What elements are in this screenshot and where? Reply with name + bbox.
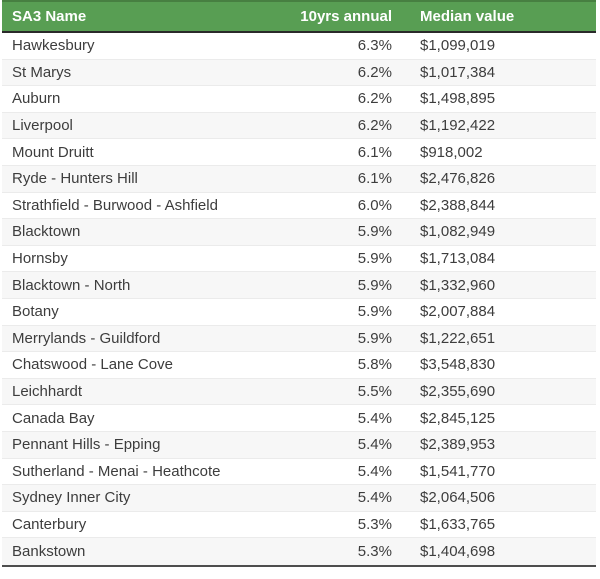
annual-growth-cell: 5.4% xyxy=(357,436,392,454)
table-row: Bankstown 5.3% $1,404,698 xyxy=(2,538,596,565)
table-row: Canterbury 5.3% $1,633,765 xyxy=(2,511,596,539)
median-value-cell: $1,498,895 xyxy=(420,90,496,108)
annual-growth-cell: 5.3% xyxy=(357,543,392,561)
annual-growth-cell: 6.1% xyxy=(357,143,392,161)
sa3-name-cell: Blacktown - North xyxy=(12,276,131,294)
table-row: Canada Bay 5.4% $2,845,125 xyxy=(2,405,596,432)
sa3-name-cell: Canada Bay xyxy=(12,409,95,427)
annual-growth-cell: 5.4% xyxy=(357,462,392,480)
table-row: Leichhardt 5.5% $2,355,690 xyxy=(2,378,596,406)
sa3-name-cell: Canterbury xyxy=(12,515,87,533)
sa3-name-cell: Bankstown xyxy=(12,543,86,561)
sa3-name-cell: Strathfield - Burwood - Ashfield xyxy=(12,196,218,214)
sa3-name-cell: Auburn xyxy=(12,90,61,108)
median-value-cell: $1,633,765 xyxy=(420,515,496,533)
median-value-cell: $1,222,651 xyxy=(420,329,496,347)
table-row: Mount Druitt 6.1% $918,002 xyxy=(2,139,596,166)
sa3-name-cell: Leichhardt xyxy=(12,383,83,401)
table-row: Botany 5.9% $2,007,884 xyxy=(2,298,596,326)
sa3-median-value-table: SA3 Name 10yrs annual Median value Hawke… xyxy=(2,0,596,567)
sa3-name-cell: Sutherland - Menai - Heathcote xyxy=(12,462,221,480)
table-row: Strathfield - Burwood - Ashfield 6.0% $2,3… xyxy=(2,192,596,220)
annual-growth-cell: 5.9% xyxy=(357,303,392,321)
median-value-cell: $2,064,506 xyxy=(420,489,496,507)
table-row: Hornsby 5.9% $1,713,084 xyxy=(2,245,596,273)
annual-growth-cell: 5.8% xyxy=(357,356,392,374)
annual-growth-cell: 6.3% xyxy=(357,37,392,55)
sa3-name-cell: Pennant Hills - Epping xyxy=(12,436,161,454)
median-value-cell: $3,548,830 xyxy=(420,356,496,374)
annual-growth-cell: 5.5% xyxy=(357,383,392,401)
median-value-cell: $1,192,422 xyxy=(420,117,496,135)
annual-growth-cell: 5.9% xyxy=(357,276,392,294)
table-row: Ryde - Hunters Hill 6.1% $2,476,826 xyxy=(2,165,596,193)
sa3-name-cell: Blacktown xyxy=(12,223,81,241)
sa3-name-cell: Hawkesbury xyxy=(12,37,95,55)
column-header-sa3-name: SA3 Name xyxy=(12,8,87,25)
median-value-cell: $1,082,949 xyxy=(420,223,496,241)
median-value-cell: $2,007,884 xyxy=(420,303,496,321)
table-row: St Marys 6.2% $1,017,384 xyxy=(2,59,596,87)
median-value-cell: $2,388,844 xyxy=(420,196,496,214)
annual-growth-cell: 6.0% xyxy=(357,196,392,214)
annual-growth-cell: 5.4% xyxy=(357,409,392,427)
annual-growth-cell: 6.2% xyxy=(357,90,392,108)
column-header-10yrs-annual: 10yrs annual xyxy=(300,8,392,25)
median-value-cell: $1,713,084 xyxy=(420,250,496,268)
table-row: Sydney Inner City 5.4% $2,064,506 xyxy=(2,485,596,512)
table-row: Blacktown - North 5.9% $1,332,960 xyxy=(2,272,596,299)
median-value-cell: $1,017,384 xyxy=(420,63,496,81)
annual-growth-cell: 5.9% xyxy=(357,329,392,347)
annual-growth-cell: 5.9% xyxy=(357,250,392,268)
table-header-row: SA3 Name 10yrs annual Median value xyxy=(2,0,596,33)
table-row: Chatswood - Lane Cove 5.8% $3,548,830 xyxy=(2,352,596,379)
table-row: Blacktown 5.9% $1,082,949 xyxy=(2,219,596,246)
table-row: Liverpool 6.2% $1,192,422 xyxy=(2,112,596,140)
sa3-name-cell: Sydney Inner City xyxy=(12,489,131,507)
median-value-cell: $2,355,690 xyxy=(420,383,496,401)
median-value-cell: $1,541,770 xyxy=(420,462,496,480)
sa3-name-cell: Chatswood - Lane Cove xyxy=(12,356,173,374)
column-header-median-value: Median value xyxy=(420,8,515,25)
annual-growth-cell: 6.2% xyxy=(357,63,392,81)
table-row: Merrylands - Guildford 5.9% $1,222,651 xyxy=(2,325,596,353)
annual-growth-cell: 5.9% xyxy=(357,223,392,241)
sa3-name-cell: St Marys xyxy=(12,63,72,81)
sa3-name-cell: Botany xyxy=(12,303,59,321)
annual-growth-cell: 6.1% xyxy=(357,170,392,188)
median-value-cell: $1,332,960 xyxy=(420,276,496,294)
table-row: Auburn 6.2% $1,498,895 xyxy=(2,86,596,113)
table-body: Hawkesbury 6.3% $1,099,019 St Marys 6.2% $1,0… xyxy=(2,33,596,567)
annual-growth-cell: 5.3% xyxy=(357,515,392,533)
median-value-cell: $1,099,019 xyxy=(420,37,496,55)
annual-growth-cell: 6.2% xyxy=(357,117,392,135)
median-value-cell: $2,389,953 xyxy=(420,436,496,454)
table-row: Pennant Hills - Epping 5.4% $2,389,953 xyxy=(2,431,596,459)
median-value-cell: $1,404,698 xyxy=(420,543,496,561)
annual-growth-cell: 5.4% xyxy=(357,489,392,507)
table-row: Hawkesbury 6.3% $1,099,019 xyxy=(2,33,596,60)
sa3-name-cell: Merrylands - Guildford xyxy=(12,329,161,347)
sa3-name-cell: Mount Druitt xyxy=(12,143,94,161)
table-row: Sutherland - Menai - Heathcote 5.4% $1,541… xyxy=(2,458,596,486)
sa3-name-cell: Liverpool xyxy=(12,117,73,135)
median-value-cell: $918,002 xyxy=(420,143,483,161)
sa3-name-cell: Hornsby xyxy=(12,250,68,268)
sa3-name-cell: Ryde - Hunters Hill xyxy=(12,170,138,188)
median-value-cell: $2,845,125 xyxy=(420,409,496,427)
median-value-cell: $2,476,826 xyxy=(420,170,496,188)
